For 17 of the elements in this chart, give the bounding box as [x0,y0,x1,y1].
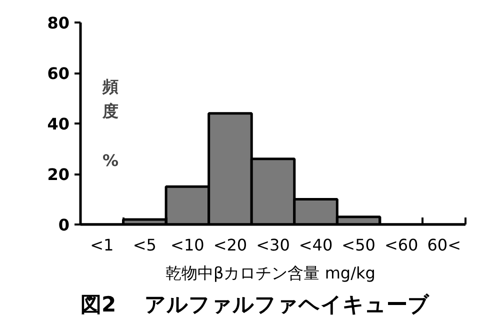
x-tick-label: 60< [427,236,461,254]
x-tick-label: <1 [90,236,114,254]
text: 頻度 % [102,76,119,170]
x-tick-label: <5 [132,236,156,254]
y-tick-label: 40 [47,114,70,134]
x-tick-label: <40 [298,236,333,254]
x-tick-label: <50 [342,236,376,254]
x-tick-label: <20 [213,236,248,254]
x-tick-label: <60 [384,236,418,254]
y-tick-label: 0 [58,216,70,234]
y-tick-label: 20 [47,165,70,184]
y-tick-label: 60 [47,64,70,83]
x-axis-title: 乾物中βカロチン含量 mg/kg [166,264,376,282]
x-tick-label: <10 [170,236,204,254]
text: 図2 アルファルファヘイキューブ [80,292,430,316]
x-tick-label: <30 [256,236,290,254]
y-tick-label: 80 [47,14,70,32]
